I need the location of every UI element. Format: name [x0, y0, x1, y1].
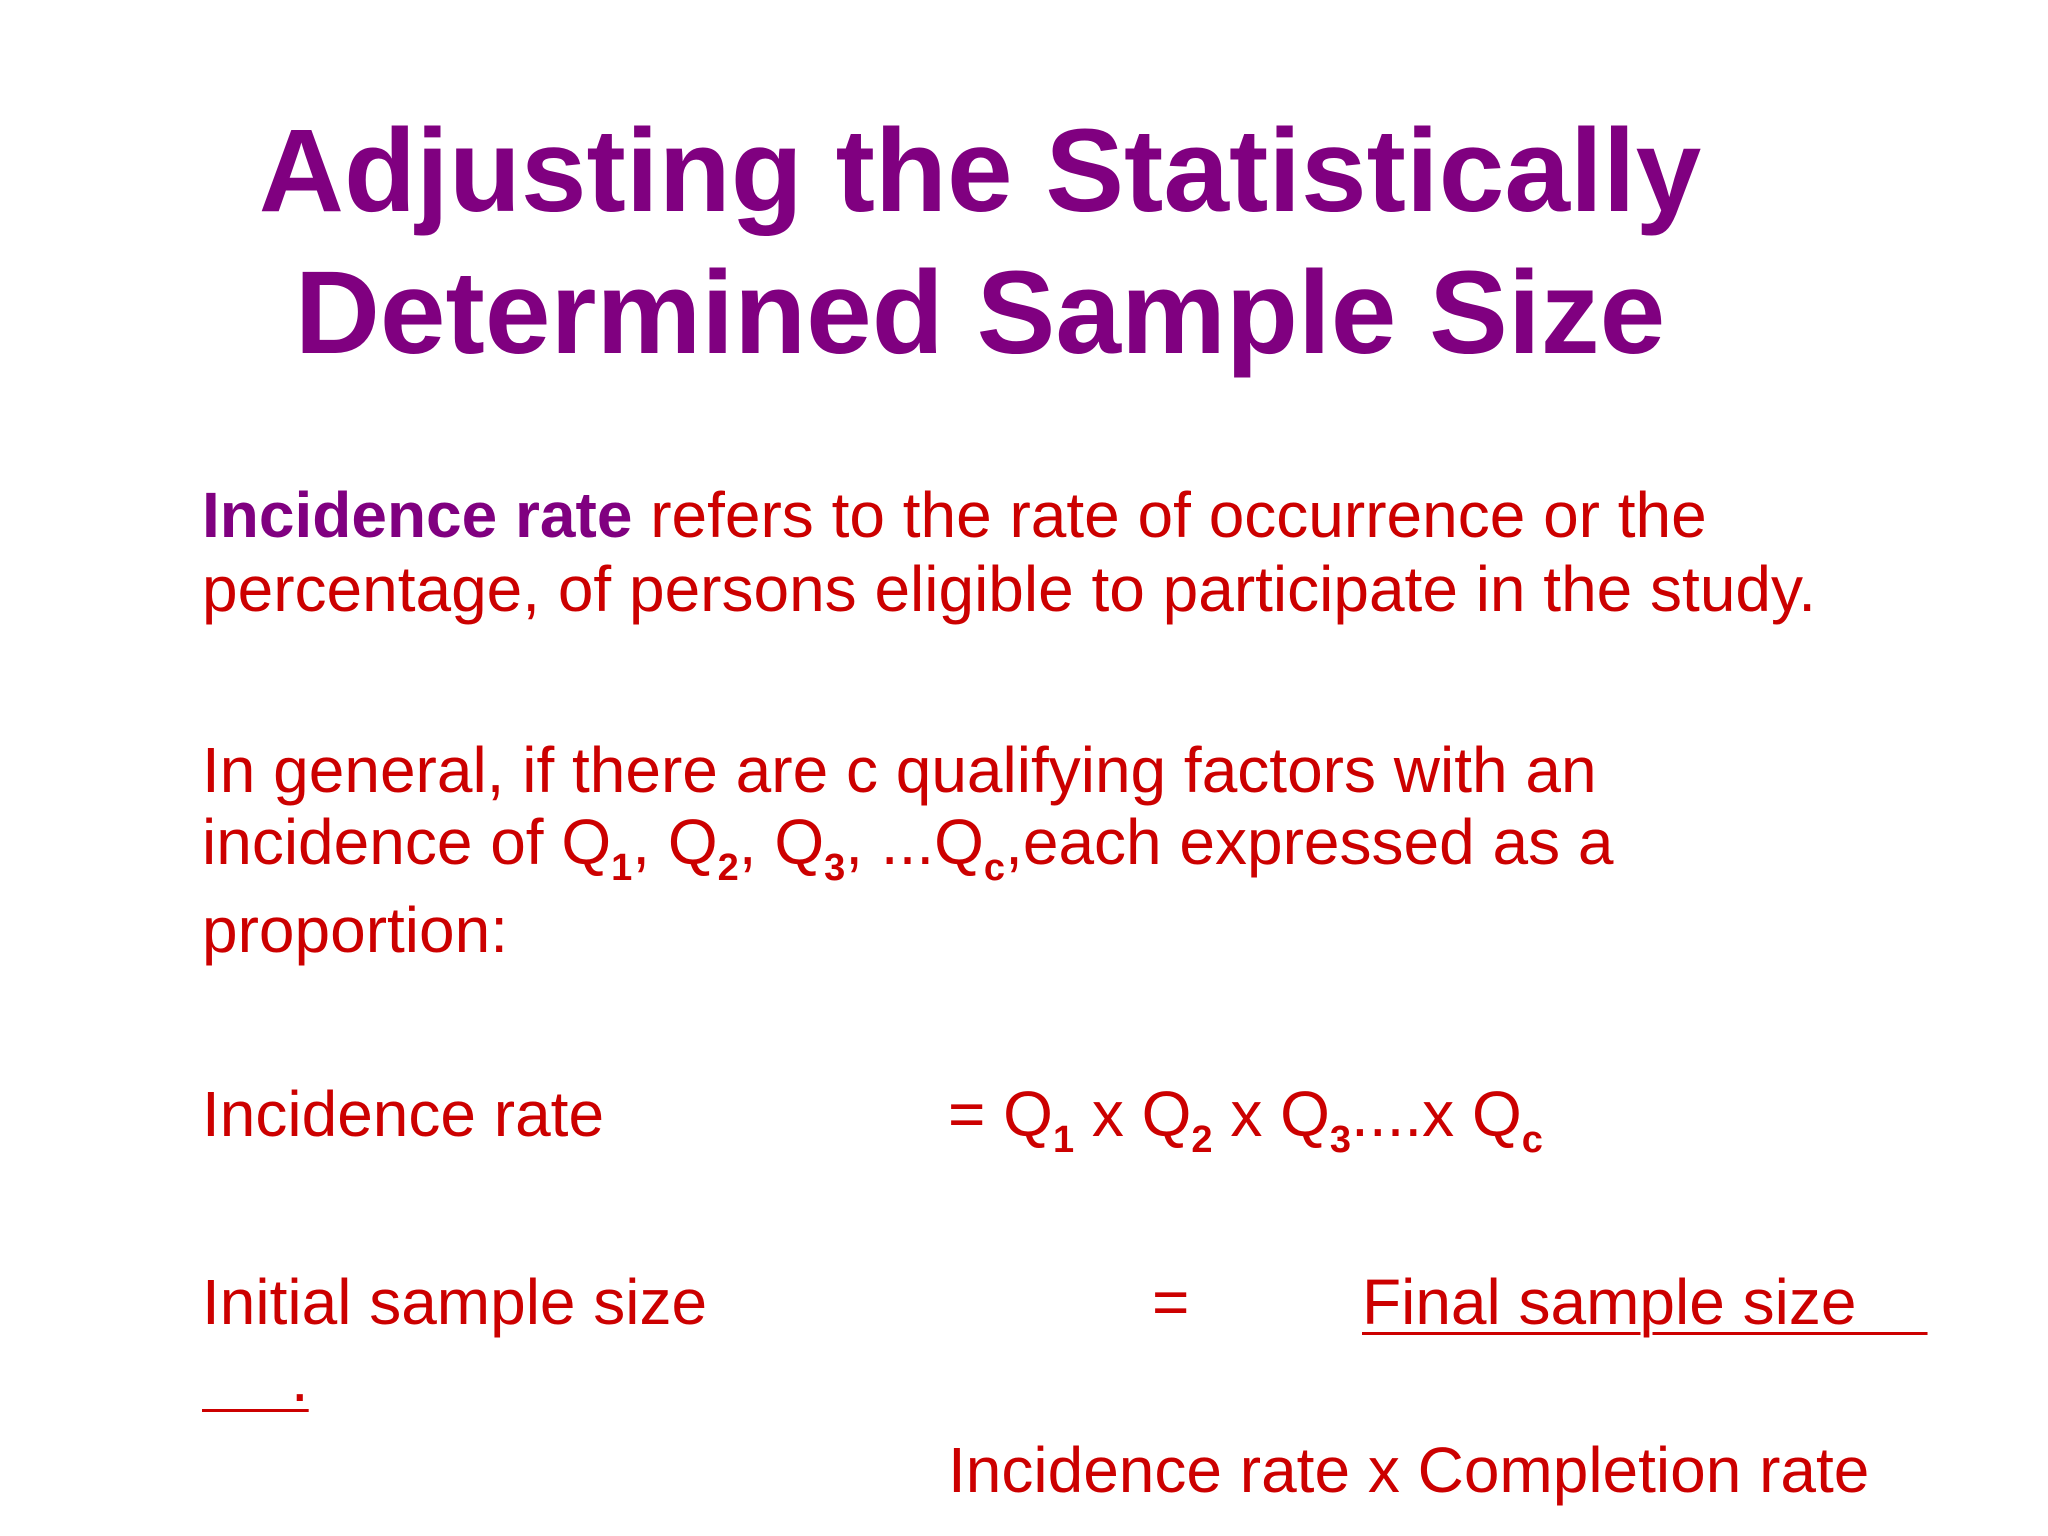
subscript-1: 1 [611, 847, 632, 889]
separator-3: , ...Q [845, 806, 984, 878]
formula-1-label: Incidence rate [202, 1078, 605, 1150]
separator-1: , Q [632, 806, 718, 878]
slide-title: Adjusting the Statistically Determined S… [0, 100, 1960, 384]
formula-1-sub-1: 1 [1052, 1119, 1074, 1161]
formula-1-times-3: ....x Q [1351, 1078, 1522, 1150]
definition-term: Incidence rate [202, 479, 633, 551]
general-suffix: ,each expressed as a [1005, 806, 1614, 878]
formula-2-label: Initial sample size [202, 1266, 708, 1338]
formula-1-prefix: = Q [948, 1078, 1053, 1150]
formula-1-sub-3: 3 [1329, 1119, 1351, 1161]
formula-2-continuation: . [202, 1343, 309, 1415]
subscript-2: 2 [717, 847, 739, 889]
definition-text: refers to the rate of occurrence or the [632, 479, 1707, 551]
formula-2-equals: = [1152, 1266, 1190, 1338]
separator-2: , Q [738, 806, 825, 878]
title-line-2: Determined Sample Size [294, 247, 1666, 379]
general-line-1: In general, if there are c qualifying fa… [202, 734, 1597, 806]
general-prefix: incidence of Q [202, 806, 612, 878]
definition-line-2: percentage, of persons eligible to parti… [202, 553, 1817, 625]
formula-1-times-1: x Q [1074, 1078, 1192, 1150]
formula-1-sub-c: c [1521, 1119, 1543, 1161]
formula-1-sub-2: 2 [1191, 1119, 1212, 1161]
subscript-c: c [983, 847, 1005, 889]
title-line-1: Adjusting the Statistically [258, 105, 1702, 237]
general-line-2: incidence of Q1, Q2, Q3, ...Qc,each expr… [202, 805, 1613, 889]
definition-line-1: Incidence rate refers to the rate of occ… [202, 478, 1707, 552]
general-line-3: proportion: [202, 894, 508, 966]
formula-1-times-2: x Q [1212, 1078, 1330, 1150]
formula-1-expression: = Q1 x Q2 x Q3....x Qc [948, 1077, 1543, 1161]
formula-2-numerator: Final sample size [1362, 1266, 1928, 1338]
formula-2-denominator: Incidence rate x Completion rate [948, 1434, 1870, 1506]
subscript-3: 3 [824, 847, 845, 889]
